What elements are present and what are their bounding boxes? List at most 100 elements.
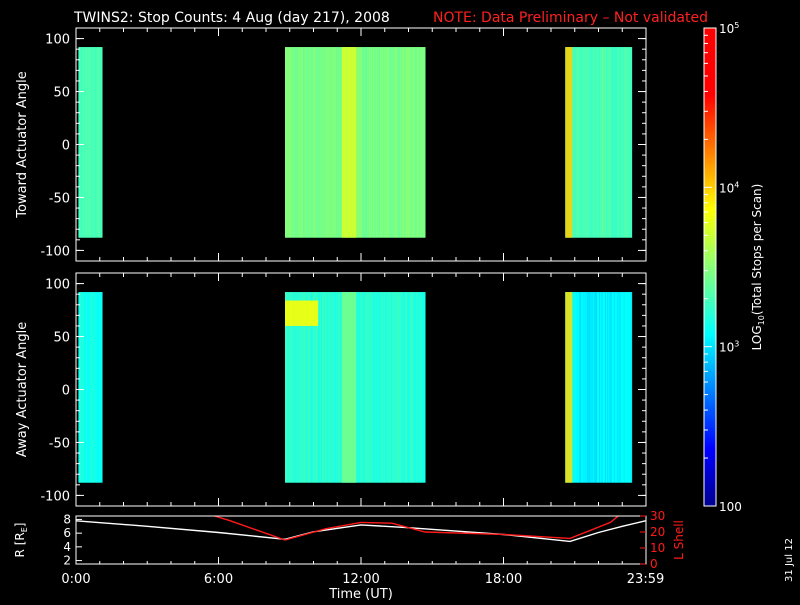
heatmap-column [572, 292, 574, 483]
toward-y-ticks: -100 -50 0 50 100 [40, 28, 647, 261]
heatmap-column [403, 47, 405, 238]
heatmap-column [611, 47, 614, 238]
heatmap-column [303, 47, 305, 238]
heatmap-column [614, 292, 617, 483]
away-heatmap-cells [76, 273, 646, 506]
heatmap-column [605, 47, 608, 238]
y-tick-label: -100 [40, 244, 70, 259]
heatmap-column [589, 292, 591, 483]
heatmap-column [356, 47, 358, 238]
heatmap-column [304, 47, 306, 238]
heatmap-column [607, 47, 610, 238]
heatmap-column [358, 292, 360, 483]
heatmap-column [391, 292, 393, 483]
heatmap-column [314, 47, 316, 238]
heatmap-column [339, 292, 341, 483]
heatmap-column [320, 292, 322, 483]
heatmap-column [386, 47, 388, 238]
heatmap-column [630, 292, 633, 483]
heatmap-column [93, 47, 95, 238]
heatmap-column [323, 292, 325, 483]
heatmap-bright-band [565, 292, 573, 483]
heatmap-column [616, 292, 619, 483]
heatmap-column [582, 47, 584, 238]
heatmap-column [592, 47, 594, 238]
radius-y-label: R [RE] [13, 523, 29, 558]
heatmap-column [365, 292, 367, 483]
heatmap-column [597, 292, 599, 483]
heatmap-column [377, 292, 379, 483]
heatmap-column [305, 47, 307, 238]
heatmap-column [625, 292, 628, 483]
heatmap-column [324, 292, 326, 483]
heatmap-column [333, 292, 335, 483]
heatmap-column [368, 47, 370, 238]
heatmap-column [370, 47, 372, 238]
heatmap-column [600, 47, 603, 238]
heatmap-column [80, 292, 82, 483]
heatmap-column [83, 292, 85, 483]
heatmap-column [315, 292, 317, 483]
heatmap-column [287, 47, 289, 238]
heatmap-column [595, 47, 597, 238]
heatmap-column [369, 47, 371, 238]
heatmap-column [371, 47, 373, 238]
heatmap-column [588, 47, 590, 238]
heatmap-column [619, 47, 622, 238]
heatmap-column [608, 292, 611, 483]
heatmap-column [629, 47, 632, 238]
heatmap-column [402, 292, 404, 483]
heatmap-column [82, 292, 84, 483]
heatmap-column [332, 47, 334, 238]
heatmap-column [600, 292, 603, 483]
heatmap-column [590, 292, 592, 483]
heatmap-column [377, 47, 379, 238]
heatmap-column [335, 47, 337, 238]
heatmap-column [100, 292, 102, 483]
heatmap-column [337, 47, 339, 238]
heatmap-column [612, 47, 615, 238]
heatmap-column [309, 292, 311, 483]
heatmap-column [331, 47, 333, 238]
x-tick-label: 6:00 [204, 572, 233, 587]
away-y-label: Away Actuator Angle [15, 322, 30, 457]
heatmap-column [371, 292, 373, 483]
heatmap-column [298, 292, 300, 483]
heatmap-column [313, 47, 315, 238]
heatmap-column [322, 47, 324, 238]
heatmap-column [310, 292, 312, 483]
heatmap-column [291, 47, 293, 238]
x-tick-label: 18:00 [485, 572, 522, 587]
heatmap-column [382, 47, 384, 238]
heatmap-column [629, 292, 632, 483]
heatmap-column [81, 47, 83, 238]
heatmap-column [616, 47, 619, 238]
heatmap-column [575, 292, 577, 483]
heatmap-column [414, 292, 416, 483]
heatmap-column [372, 47, 374, 238]
heatmap-column [397, 47, 399, 238]
heatmap-column [585, 292, 587, 483]
heatmap-column [404, 47, 406, 238]
heatmap-column [419, 292, 421, 483]
heatmap-column [623, 292, 626, 483]
heatmap-column [366, 47, 368, 238]
heatmap-column [94, 47, 96, 238]
heatmap-column [619, 292, 622, 483]
heatmap-column [396, 292, 398, 483]
heatmap-column [623, 47, 626, 238]
heatmap-column [392, 47, 394, 238]
heatmap-column [378, 47, 380, 238]
heatmap-column [599, 47, 602, 238]
heatmap-column [378, 292, 380, 483]
lshell-tick-label: 10 [650, 541, 665, 555]
heatmap-column [370, 292, 372, 483]
heatmap-column [628, 47, 631, 238]
heatmap-column [78, 292, 80, 483]
heatmap-column [606, 292, 609, 483]
heatmap-column [99, 47, 101, 238]
heatmap-column [86, 292, 88, 483]
heatmap-column [288, 292, 290, 483]
heatmap-column [592, 292, 594, 483]
